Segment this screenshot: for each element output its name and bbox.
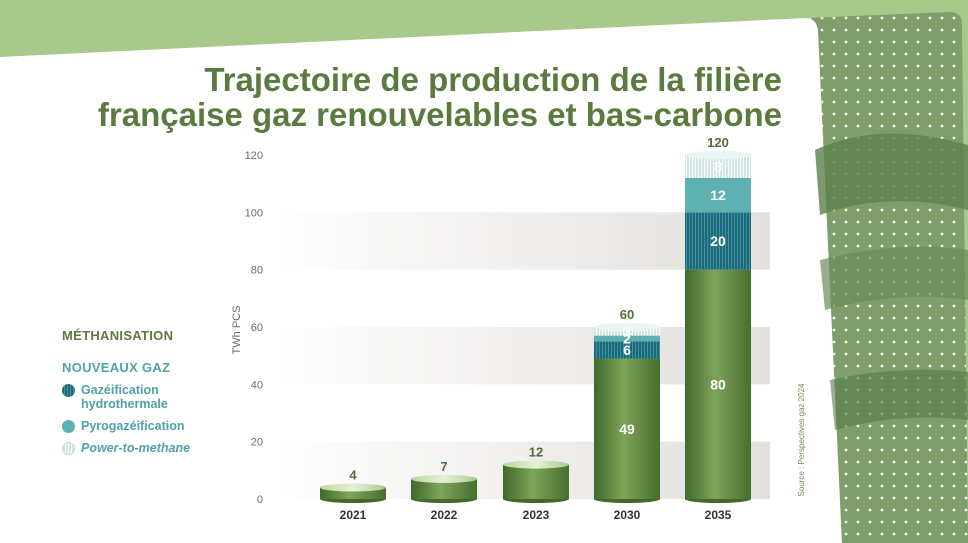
segment-label: 6 xyxy=(623,342,631,358)
segment-label: 80 xyxy=(710,376,726,392)
bar-segment-2030-3 xyxy=(594,335,660,342)
bar-top-cap xyxy=(685,151,751,159)
bar-segment-2035-3 xyxy=(685,177,751,213)
bar-top-cap xyxy=(320,483,386,492)
legend-item-hydrothermale: Gazéification hydrothermale xyxy=(62,383,252,411)
segment-label: 12 xyxy=(710,187,726,203)
y-tick-label: 40 xyxy=(251,379,263,391)
bar-segment-2035-1 xyxy=(685,269,751,499)
segment-label: 3 xyxy=(623,323,631,339)
total-label: 4 xyxy=(349,468,357,483)
x-tick-label: 2021 xyxy=(340,508,367,522)
legend-hydrothermale-line1: Gazéification xyxy=(81,383,159,397)
y-tick-label: 60 xyxy=(251,322,263,334)
legend-nouveaux-gaz: NOUVEAUX GAZ xyxy=(62,360,171,375)
legend-item-power-to-methane: Power-to-methane xyxy=(62,441,252,455)
y-tick-label: 100 xyxy=(245,207,263,219)
y-axis-label: TWh PCS xyxy=(231,306,243,355)
bar-segment-2030-4 xyxy=(594,327,660,336)
chart-title-line-1: Trajectoire de production de la filière xyxy=(204,61,782,98)
total-label: 12 xyxy=(529,445,543,460)
bar-series xyxy=(320,151,751,503)
total-label: 120 xyxy=(707,135,729,150)
bar-segment-2023-1 xyxy=(503,464,569,499)
y-tick-label: 20 xyxy=(251,437,263,449)
legend-hydrothermale-line2: hydrothermale xyxy=(81,397,168,411)
segment-label: 2 xyxy=(623,330,631,346)
bar-segment-2030-2 xyxy=(594,341,660,359)
bar-segment-2021-1 xyxy=(320,487,386,499)
pyrogazeification-swatch xyxy=(62,420,75,433)
y-tick-label: 120 xyxy=(245,150,263,162)
segment-label: 49 xyxy=(619,421,635,437)
bar-top-cap xyxy=(503,460,569,469)
bar-segment-2022-1 xyxy=(411,478,477,499)
bar-top-cap xyxy=(594,323,660,331)
segment-label: 20 xyxy=(710,233,726,249)
total-label: 60 xyxy=(620,307,634,322)
legend-methanisation: MÉTHANISATION xyxy=(62,328,174,343)
legend-pyrogazeification-label: Pyrogazéification xyxy=(81,419,185,433)
landscape-photo xyxy=(806,12,968,543)
legend: MÉTHANISATION NOUVEAUX GAZ Gazéification… xyxy=(62,328,252,455)
y-axis: 0 20 40 60 80 100 120 xyxy=(245,150,263,506)
bar-top-cap xyxy=(411,474,477,483)
legend-power-to-methane-label: Power-to-methane xyxy=(81,441,191,455)
y-tick-label: 0 xyxy=(257,494,263,506)
source-note: Source : Perspectives gaz 2024 xyxy=(797,383,806,497)
segment-label: 8 xyxy=(714,158,722,174)
y-tick-label: 80 xyxy=(251,265,263,277)
total-label: 7 xyxy=(440,459,447,474)
hydrothermale-swatch xyxy=(62,384,75,397)
bar-segment-2030-1 xyxy=(594,358,660,499)
x-tick-label: 2023 xyxy=(523,508,550,522)
power-to-methane-swatch xyxy=(62,442,75,455)
x-tick-label: 2035 xyxy=(705,508,732,522)
chart-title-line-2: française gaz renouvelables et bas-carbo… xyxy=(97,96,782,133)
legend-item-pyrogazeification: Pyrogazéification xyxy=(62,419,252,433)
x-tick-label: 2022 xyxy=(431,508,458,522)
bar-segment-2035-2 xyxy=(685,212,751,270)
x-axis: 2021 2022 2023 2030 2035 xyxy=(340,508,732,522)
bar-segment-2035-4 xyxy=(685,155,751,178)
x-tick-label: 2030 xyxy=(614,508,641,522)
